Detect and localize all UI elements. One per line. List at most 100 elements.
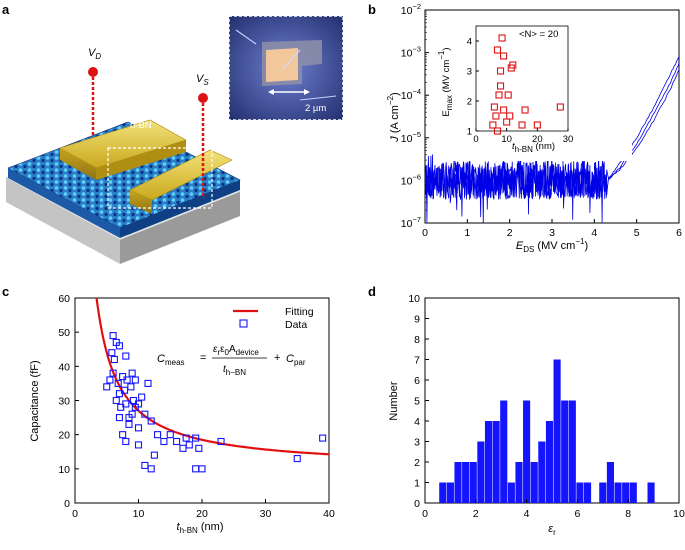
b-inset-point xyxy=(500,106,508,114)
c-data-point xyxy=(192,465,200,473)
b-inset-point xyxy=(492,112,500,120)
b-inset-point xyxy=(493,46,502,54)
c-x-tick-label: 40 xyxy=(323,508,335,520)
b-x-tick-label: 6 xyxy=(676,227,682,239)
d-histogram-bar xyxy=(614,482,622,503)
b-y-tick-label: 10−3 xyxy=(401,45,421,60)
d-histogram-bar xyxy=(484,421,493,503)
c-data-point xyxy=(144,379,152,387)
b-inset-y-tick-label: 4 xyxy=(467,37,472,48)
c-data-point xyxy=(112,396,120,405)
c-data-point xyxy=(141,461,149,469)
d-y-tick-label: 0 xyxy=(414,498,420,510)
d-histogram-bar xyxy=(606,462,614,503)
d-histogram-bar xyxy=(622,482,630,503)
c-y-tick-label: 10 xyxy=(58,464,70,476)
c-data-point xyxy=(115,414,123,422)
d-histogram-bar xyxy=(500,400,508,503)
c-y-tick-label: 40 xyxy=(58,361,70,373)
d-histogram-bar xyxy=(507,482,515,503)
b-inset-x-axis-label: th-BN (nm) xyxy=(512,141,555,154)
c-data-point xyxy=(122,352,130,360)
b-inset-x-tick-label: 0 xyxy=(473,134,478,145)
d-y-tick-label: 3 xyxy=(414,437,420,449)
b-inset-x-tick-label: 20 xyxy=(532,134,543,145)
c-plot-area: 0 10 20 30 40 0 10 20 30 40 50 60 Capacitance (fF) th… xyxy=(29,293,335,535)
c-y-tick-label: 50 xyxy=(58,327,70,339)
b-x-tick-label: 3 xyxy=(549,227,555,239)
d-histogram-bar xyxy=(629,482,637,503)
c-data-point xyxy=(134,424,143,432)
c-data-point xyxy=(109,369,117,377)
hbn-label: h-BN xyxy=(130,120,152,131)
b-inset-point xyxy=(489,121,497,129)
c-data-point xyxy=(114,379,122,387)
b-y-tick-label: 10−6 xyxy=(401,172,421,187)
d-histogram-bar xyxy=(477,441,485,503)
b-y-tick-label: 10−7 xyxy=(401,215,421,230)
c-y-tick-label: 20 xyxy=(58,430,70,442)
d-histogram-bar xyxy=(530,462,538,503)
c-data-point xyxy=(141,410,149,418)
d-plot-area: 0 2 4 6 8 10 0 1 2 3 4 5 6 7 8 9 10 Number εr xyxy=(388,293,685,537)
d-y-tick-label: 2 xyxy=(414,457,420,469)
panel-letter-c: c xyxy=(2,284,9,299)
c-formula-lhs: Cmeas xyxy=(157,353,185,367)
c-data-point xyxy=(128,369,136,377)
b-inset-y-tick-label: 2 xyxy=(467,97,472,108)
c-data-point xyxy=(134,400,143,408)
c-data-point xyxy=(110,355,118,364)
c-data-point xyxy=(192,434,200,442)
d-x-tick-label: 4 xyxy=(524,508,530,520)
c-formula-denominator: th−BN xyxy=(223,364,246,377)
b-x-tick-label: 5 xyxy=(634,227,640,239)
d-x-tick-label: 0 xyxy=(422,508,428,520)
panel-a: a xyxy=(2,2,344,264)
b-inset-background xyxy=(444,14,632,161)
d-histogram-bar xyxy=(647,482,655,503)
panel-d: d 0 2 4 6 8 10 0 1 2 3 4 5 6 7 8 9 10 Number εr xyxy=(368,284,685,537)
d-histogram-bar xyxy=(439,482,447,503)
c-data-point xyxy=(123,376,131,384)
c-data-point xyxy=(122,437,130,446)
d-y-tick-label: 9 xyxy=(414,314,420,326)
d-x-tick-label: 6 xyxy=(574,508,580,520)
c-data-point xyxy=(185,441,193,449)
d-y-tick-label: 8 xyxy=(414,334,420,346)
c-data-point xyxy=(122,400,130,408)
scale-bar-label: 2 µm xyxy=(305,103,326,114)
c-data-point xyxy=(106,376,114,384)
micrograph-inset: 2 µm xyxy=(228,15,344,121)
panel-c: c 0 10 20 30 40 0 10 20 30 40 50 60 Capacitance (fF)… xyxy=(2,284,335,535)
c-data-point xyxy=(198,465,206,473)
vd-label: VD xyxy=(88,47,101,61)
c-data-point xyxy=(166,431,174,439)
c-formula-plus: + xyxy=(274,352,280,364)
d-x-tick-label: 8 xyxy=(625,508,631,520)
d-x-tick-label: 2 xyxy=(473,508,479,520)
c-formula-numerator: εrε0Adevice xyxy=(213,344,259,357)
d-histogram-bar xyxy=(568,400,576,503)
d-y-tick-label: 7 xyxy=(414,355,420,367)
c-y-tick-label: 0 xyxy=(64,498,70,510)
c-data-point xyxy=(319,434,327,442)
b-y-axis-label: J (A cm−2) xyxy=(386,92,401,142)
d-histogram-bar xyxy=(538,441,546,503)
c-formula-tail: Cpar xyxy=(286,353,306,367)
c-data-point xyxy=(127,383,135,391)
c-x-tick-label: 0 xyxy=(72,508,78,520)
b-inset-point xyxy=(496,82,505,90)
b-inset-y-tick-label: 3 xyxy=(467,67,472,78)
b-inset-point xyxy=(521,106,529,114)
c-data-point xyxy=(150,451,158,459)
top-electrode xyxy=(59,119,187,180)
b-x-tick-label: 1 xyxy=(464,227,470,239)
c-data-point xyxy=(134,441,143,449)
b-x-tick-label: 4 xyxy=(591,227,597,239)
d-histogram-bar xyxy=(454,462,462,503)
d-histogram-bar xyxy=(553,359,561,503)
d-histogram-bar xyxy=(576,482,584,503)
b-y-tick-label: 10−4 xyxy=(401,87,421,102)
